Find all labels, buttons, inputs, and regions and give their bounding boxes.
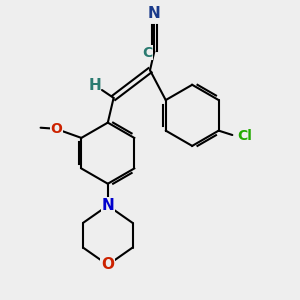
Text: C: C xyxy=(142,46,152,60)
Text: N: N xyxy=(101,198,114,213)
Text: H: H xyxy=(88,78,101,93)
Text: O: O xyxy=(51,122,62,136)
Text: Cl: Cl xyxy=(238,129,252,143)
Text: N: N xyxy=(148,6,161,21)
Text: O: O xyxy=(101,257,114,272)
